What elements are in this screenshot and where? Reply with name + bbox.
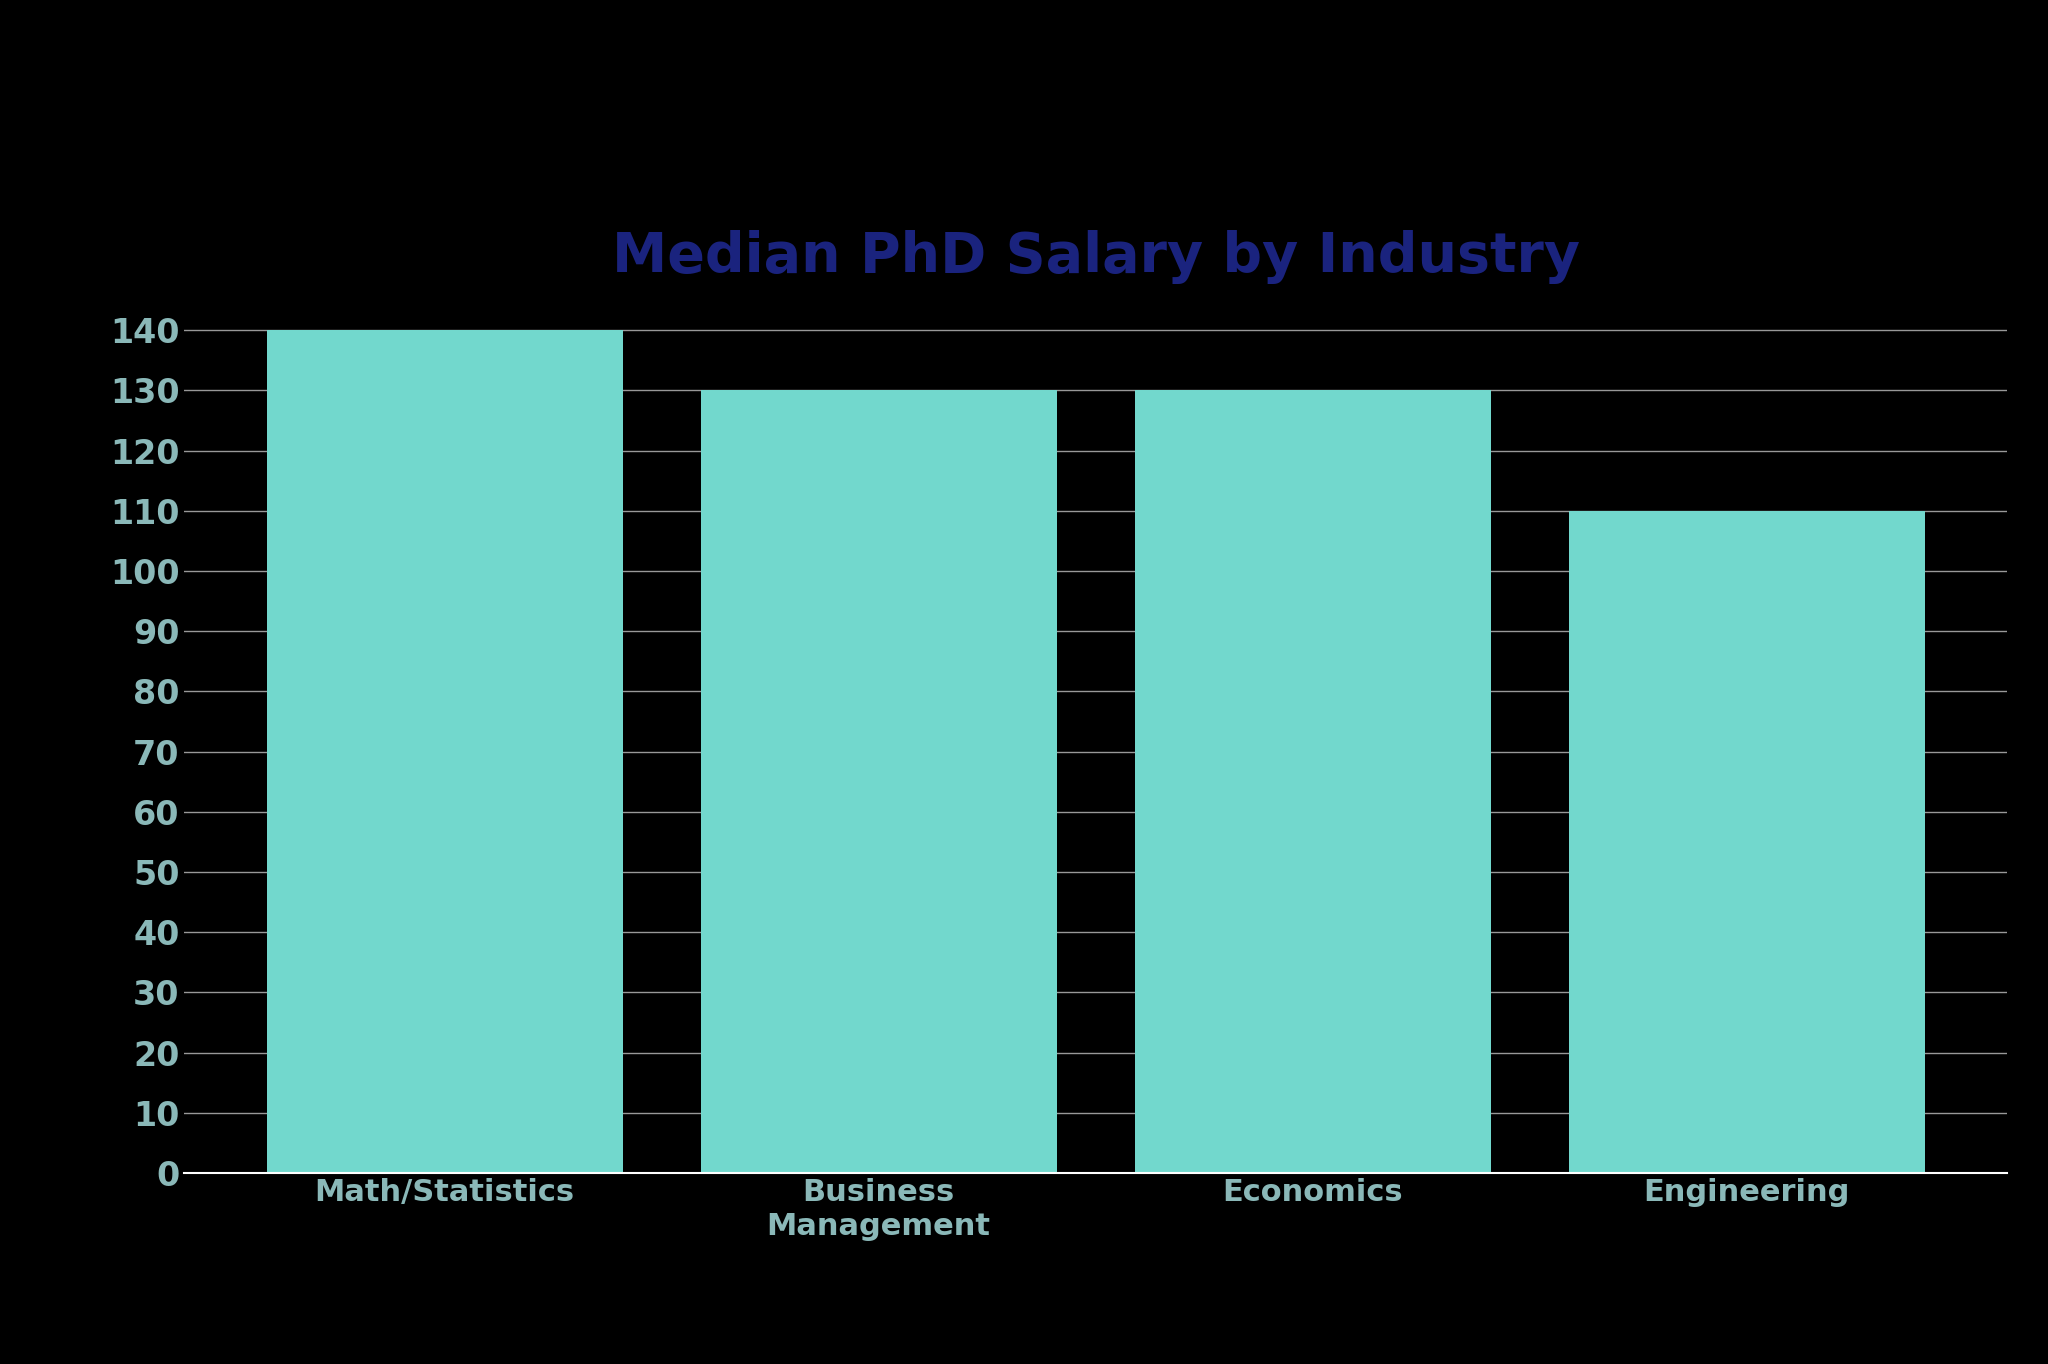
Title: Median PhD Salary by Industry: Median PhD Salary by Industry — [612, 231, 1579, 284]
Bar — [1135, 390, 1491, 1173]
Bar — [1569, 510, 1925, 1173]
Bar — [266, 330, 623, 1173]
Bar — [700, 390, 1057, 1173]
